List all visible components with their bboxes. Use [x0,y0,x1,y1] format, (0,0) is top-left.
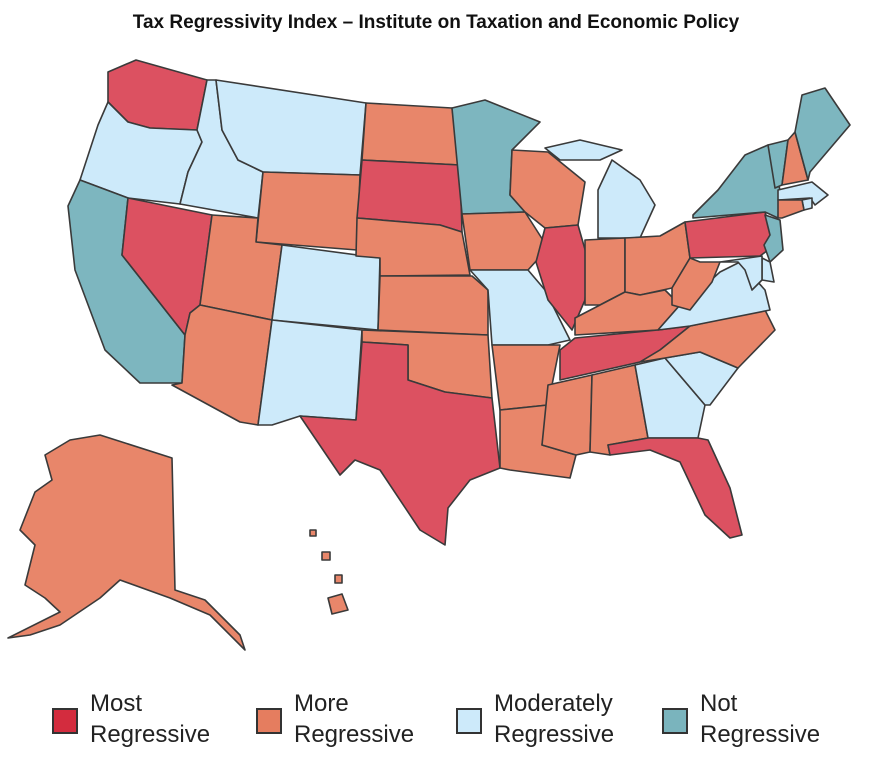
legend-label-moderately: Moderately Regressive [494,690,615,748]
legend-swatch-more [256,708,282,734]
state-de[interactable] [761,257,775,283]
state-mo[interactable] [469,269,571,346]
state-nd[interactable] [361,102,461,166]
legend-swatch-moderately [456,708,482,734]
state-me[interactable] [794,87,851,181]
legend-swatch-not [662,708,688,734]
state-az[interactable] [171,304,273,426]
legend-label-most: Most Regressive [90,690,211,748]
state-ny[interactable] [692,144,781,219]
state-md[interactable] [719,255,763,291]
state-nc[interactable] [639,309,776,369]
map-title: Tax Regressivity Index – Institute on Ta… [132,12,740,33]
state-il[interactable] [535,224,589,331]
state-co[interactable] [271,244,381,331]
state-ks[interactable] [377,275,489,336]
state-mt[interactable] [215,79,367,176]
us-map [7,59,851,651]
state-pa[interactable] [684,211,776,259]
state-ms[interactable] [541,374,593,456]
legend: Most Regressive More Regressive Moderate… [0,688,872,758]
legend-swatch-most [52,708,78,734]
state-wy[interactable] [255,171,361,251]
state-mi[interactable] [544,139,656,239]
state-ky[interactable] [574,289,681,336]
state-nm[interactable] [257,319,363,426]
state-fl[interactable] [607,437,743,539]
legend-label-more: More Regressive [294,690,415,748]
state-hi[interactable] [309,529,349,615]
state-tx[interactable] [299,341,501,546]
state-ak[interactable] [7,434,246,651]
state-ct[interactable] [777,199,805,219]
legend-label-not: Not Regressive [700,690,821,748]
